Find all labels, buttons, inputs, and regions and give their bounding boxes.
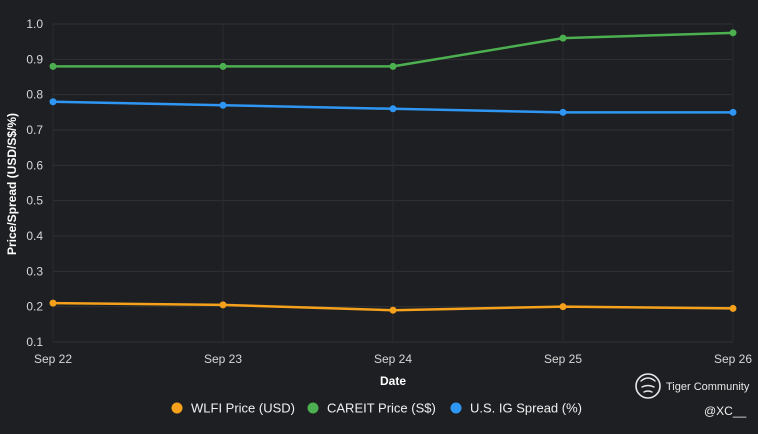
data-point <box>219 301 227 309</box>
y-tick-label: 0.7 <box>26 123 43 137</box>
data-point <box>49 98 57 106</box>
legend-label: CAREIT Price (S$) <box>327 401 436 416</box>
data-point <box>389 62 397 70</box>
tiger-logo-icon <box>635 373 661 399</box>
y-tick-label: 0.6 <box>26 158 43 172</box>
y-tick-label: 0.9 <box>26 52 43 66</box>
data-point <box>559 303 567 311</box>
x-tick-label: Sep 23 <box>204 352 242 366</box>
x-axis-ticks: Sep 22 Sep 23 Sep 24 Sep 25 Sep 26 <box>34 352 752 366</box>
data-point <box>49 62 57 70</box>
y-axis-ticks: 0.1 0.2 0.3 0.4 0.5 0.6 0.7 0.8 0.9 1.0 <box>26 17 43 349</box>
legend-item: U.S. IG Spread (%) <box>450 401 582 416</box>
legend-label: U.S. IG Spread (%) <box>470 401 582 416</box>
legend-marker <box>450 402 462 414</box>
x-axis-title: Date <box>380 374 406 388</box>
grid-lines <box>52 23 734 343</box>
watermark: Tiger Community @XC__ <box>635 373 750 418</box>
series-layer <box>49 29 737 314</box>
data-point <box>389 306 397 314</box>
data-point <box>389 105 397 113</box>
data-point <box>729 108 737 116</box>
x-tick-label: Sep 26 <box>714 352 752 366</box>
watermark-handle: @XC__ <box>704 404 747 418</box>
y-tick-label: 0.4 <box>26 229 43 243</box>
y-tick-label: 0.1 <box>26 335 43 349</box>
data-point <box>729 29 737 37</box>
y-tick-label: 0.5 <box>26 194 43 208</box>
y-tick-label: 0.2 <box>26 300 43 314</box>
data-point <box>559 34 567 42</box>
x-tick-label: Sep 24 <box>374 352 412 366</box>
y-tick-label: 0.3 <box>26 264 43 278</box>
legend-marker <box>171 402 183 414</box>
x-tick-label: Sep 25 <box>544 352 582 366</box>
data-point <box>219 101 227 109</box>
legend-label: WLFI Price (USD) <box>191 401 295 416</box>
data-point <box>729 304 737 312</box>
y-axis-title: Price/Spread (USD/S$/%) <box>5 113 19 255</box>
legend: WLFI Price (USD) CAREIT Price (S$) U.S. IG… <box>171 401 582 416</box>
data-point <box>559 108 567 116</box>
data-point <box>49 299 57 307</box>
y-tick-label: 0.8 <box>26 88 43 102</box>
data-point <box>219 62 227 70</box>
y-tick-label: 1.0 <box>26 17 43 31</box>
legend-item: CAREIT Price (S$) <box>307 401 436 416</box>
x-tick-label: Sep 22 <box>34 352 72 366</box>
watermark-brand: Tiger Community <box>666 381 750 393</box>
legend-marker <box>307 402 319 414</box>
legend-item: WLFI Price (USD) <box>171 401 295 416</box>
